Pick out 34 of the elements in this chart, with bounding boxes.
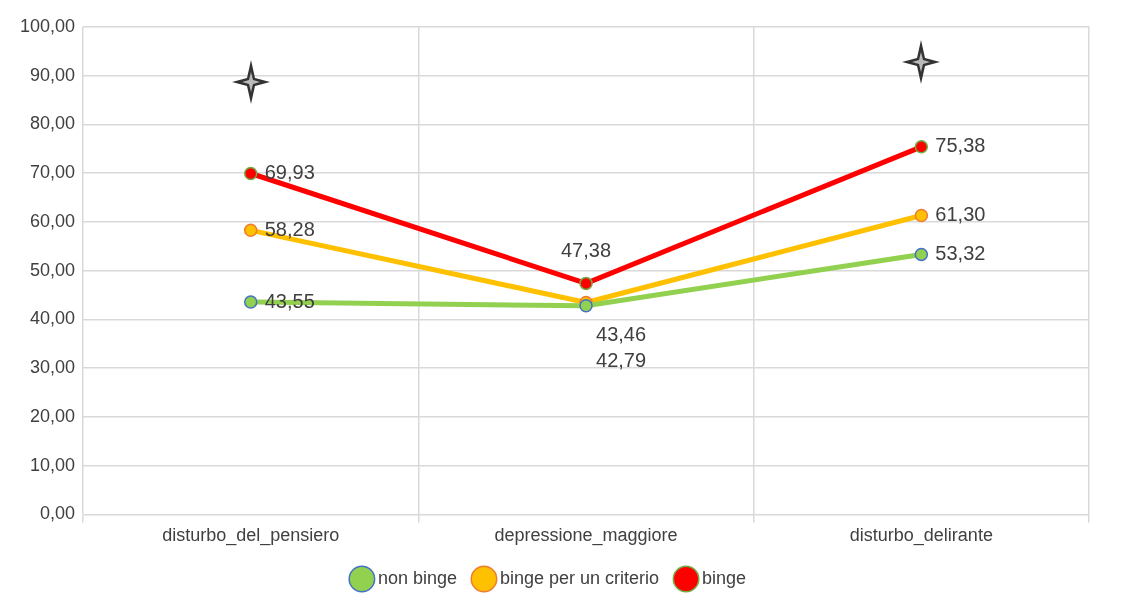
data-label: 58,28: [264, 217, 315, 240]
point: [243, 295, 258, 309]
y-tick-label: 70,00: [30, 162, 76, 183]
data-label: 47,38: [561, 238, 612, 261]
point: [914, 208, 929, 223]
x-tick-label: depressione_maggiore: [494, 525, 678, 547]
y-tick-label: 30,00: [30, 357, 76, 378]
y-tick-label: 0,00: [40, 503, 76, 524]
y-tick-label: 10,00: [30, 454, 76, 475]
x-tick-label: disturbo_delirante: [849, 525, 993, 547]
data-label: 43,55: [264, 289, 315, 312]
point: [914, 247, 929, 262]
data-label: 42,79: [596, 349, 647, 372]
y-tick-label: 90,00: [30, 64, 76, 85]
data-label: 43,46: [596, 323, 647, 346]
data-label: 61,30: [935, 203, 986, 226]
legend-label: binge per un criterio: [499, 567, 660, 588]
legend-label: non binge: [377, 567, 457, 588]
data-label: 75,38: [935, 134, 986, 157]
y-tick-label: 100,00: [19, 15, 76, 36]
point: [243, 166, 258, 181]
data-label: 69,93: [264, 160, 315, 183]
point: [914, 140, 929, 154]
y-tick-label: 50,00: [30, 259, 76, 280]
y-tick-label: 60,00: [30, 210, 76, 231]
y-tick-label: 20,00: [30, 405, 76, 426]
legend-label: binge: [702, 567, 747, 588]
x-tick-label: disturbo_del_pensiero: [162, 525, 340, 547]
data-label: 53,32: [935, 241, 986, 264]
point: [243, 223, 258, 237]
y-tick-label: 80,00: [30, 113, 76, 134]
point: [579, 299, 593, 313]
point: [579, 276, 593, 291]
y-tick-label: 40,00: [30, 308, 76, 329]
